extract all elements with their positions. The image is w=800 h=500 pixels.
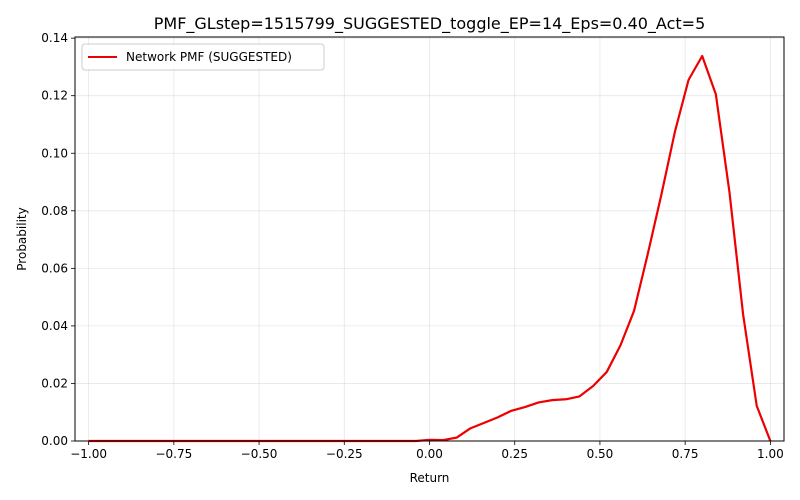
x-axis-label: Return <box>410 471 450 485</box>
x-tick-label: 0.75 <box>672 447 699 461</box>
y-tick-label: 0.12 <box>41 89 68 103</box>
y-tick-label: 0.06 <box>41 261 68 275</box>
y-tick-label: 0.14 <box>41 31 68 45</box>
x-tick-label: −0.25 <box>326 447 363 461</box>
x-tick-label: 1.00 <box>757 447 784 461</box>
x-tick-label: 0.50 <box>587 447 614 461</box>
y-axis: 0.00 0.02 0.04 0.06 0.08 0.10 0.12 0.14 <box>41 31 75 448</box>
y-tick-label: 0.02 <box>41 376 68 390</box>
x-tick-label: −1.00 <box>70 447 107 461</box>
x-tick-label: −0.75 <box>155 447 192 461</box>
legend-entry-label: Network PMF (SUGGESTED) <box>126 50 292 64</box>
grid-lines <box>75 37 784 442</box>
x-tick-label: 0.25 <box>501 447 528 461</box>
y-tick-label: 0.10 <box>41 146 68 160</box>
y-tick-label: 0.00 <box>41 434 68 448</box>
chart-title: PMF_GLstep=1515799_SUGGESTED_toggle_EP=1… <box>154 14 706 34</box>
legend: Network PMF (SUGGESTED) <box>81 43 325 71</box>
y-axis-label: Probability <box>15 207 29 270</box>
y-tick-label: 0.04 <box>41 319 68 333</box>
y-tick-label: 0.08 <box>41 204 68 218</box>
legend-box <box>81 43 325 71</box>
x-axis: −1.00 −0.75 −0.50 −0.25 0.00 0.25 0.50 0.75 1.00 <box>70 441 784 461</box>
x-tick-label: 0.00 <box>416 447 443 461</box>
x-tick-label: −0.50 <box>241 447 278 461</box>
